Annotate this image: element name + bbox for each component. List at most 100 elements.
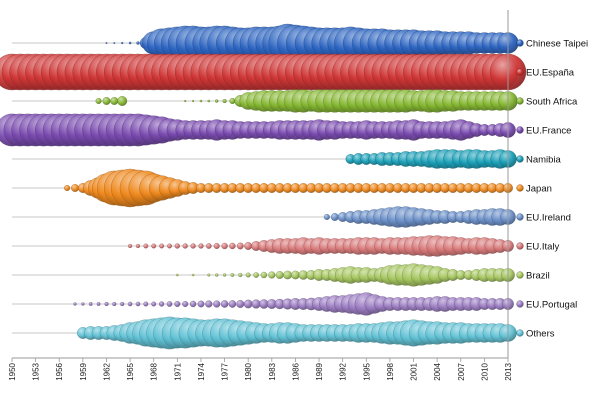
bubble-eu-italy-1975 (205, 243, 212, 249)
bubble-south-africa-1975 (207, 99, 211, 103)
x-tick-label-1983: 1983 (268, 362, 277, 380)
legend-label-others: Others (526, 329, 555, 340)
bubble-eu-portugal-1963 (112, 301, 117, 307)
legend: Chinese Taipei EU.España South Africa EU.Fr… (516, 39, 588, 340)
legend-marker-eu-portugal (516, 300, 524, 308)
legend-label-namibia: Namibia (526, 155, 562, 166)
x-tick-label-1950: 1950 (8, 362, 17, 380)
bubble-eu-italy-1977 (221, 242, 228, 250)
legend-item-namibia: Namibia (516, 155, 562, 166)
bubble-chinese-taipei-1965 (128, 41, 132, 45)
bubble-eu-portugal-1975 (205, 300, 213, 308)
bubble-brazil-1971 (176, 273, 179, 277)
bubble-eu-portugal-1979 (236, 300, 245, 308)
x-tick-label-1971: 1971 (173, 362, 182, 380)
legend-marker-others (516, 329, 524, 337)
x-tick-label-1962: 1962 (103, 362, 112, 380)
bubble-south-africa-1973 (192, 99, 195, 103)
legend-item-others: Others (516, 329, 555, 340)
bubble-eu-portugal-1964 (120, 301, 125, 307)
legend-label-eu-france: EU.France (526, 126, 571, 137)
legend-marker-south-africa (516, 97, 524, 105)
bubble-eu-portugal-1969 (158, 301, 165, 307)
bubble-eu-italy-1968 (151, 243, 157, 249)
x-tick-label-1992: 1992 (339, 362, 348, 380)
bubble-eu-ireland-1990 (323, 213, 330, 220)
bubble-eu-portugal-1976 (213, 300, 221, 308)
bubble-brazil-1973 (191, 273, 195, 277)
bubble-eu-portugal-1967 (143, 301, 149, 307)
legend-marker-brazil (516, 271, 524, 279)
bubble-eu-portugal-1973 (189, 300, 197, 308)
bubble-south-africa-1964 (117, 96, 128, 106)
bubble-brazil-1981 (253, 272, 259, 278)
bubble-south-africa-1977 (222, 98, 227, 104)
legend-item-eu-france: EU.France (516, 126, 571, 137)
bubble-eu-italy-1976 (213, 242, 220, 249)
legend-marker-japan (516, 184, 524, 192)
bubble-chinese-taipei-1963 (113, 42, 116, 44)
bubble-brazil-1976 (215, 273, 219, 277)
legend-marker-eu-ireland (516, 213, 524, 221)
x-tick-label-1986: 1986 (291, 362, 300, 380)
x-tick-label-2004: 2004 (433, 362, 442, 380)
legend-marker-eu-france (516, 126, 524, 134)
bubble-eu-portugal-1959 (81, 302, 85, 306)
bubble-marks (0, 23, 527, 350)
bubble-eu-italy-1966 (135, 243, 141, 249)
legend-item-south-africa: South Africa (516, 97, 578, 108)
bubble-eu-italy-1969 (159, 243, 165, 249)
bubble-south-africa-1962 (102, 97, 111, 105)
bubble-eu-portugal-1981 (251, 299, 261, 309)
bubble-chinese-taipei-1964 (121, 41, 124, 45)
bubble-eu-italy-1978 (229, 242, 236, 250)
x-axis-ticks: 1950 1953 1956 1959 1962 1965 1968 1971 1974 1977… (8, 358, 513, 381)
bubble-eu-italy-1979 (236, 242, 244, 250)
bubble-brazil-1982 (260, 271, 268, 279)
bubble-eu-portugal-1960 (88, 302, 93, 306)
bubble-eu-portugal-1974 (197, 300, 205, 308)
bubble-brazil-1985 (283, 270, 292, 280)
bubble-eu-portugal-1962 (104, 301, 109, 307)
bubble-eu-italy-1980 (244, 242, 253, 250)
x-tick-label-1989: 1989 (315, 362, 324, 380)
bubble-eu-italy-1972 (182, 243, 188, 249)
x-tick-label-1953: 1953 (32, 362, 41, 380)
legend-marker-eu-espa-a (516, 68, 524, 76)
bubble-eu-italy-1967 (143, 243, 149, 249)
bubble-brazil-1983 (268, 271, 276, 279)
bubble-south-africa-1978 (229, 98, 236, 105)
bubble-eu-portugal-1961 (96, 302, 101, 306)
x-tick-label-1956: 1956 (55, 362, 64, 380)
bubble-eu-portugal-1972 (182, 300, 189, 307)
legend-label-brazil: Brazil (526, 271, 550, 282)
x-tick-label-1974: 1974 (197, 362, 206, 380)
legend-item-brazil: Brazil (516, 271, 550, 282)
bubble-eu-italy-1973 (190, 243, 196, 249)
bubble-south-africa-1976 (215, 99, 219, 103)
bubble-brazil-1977 (222, 273, 227, 277)
x-tick-label-1965: 1965 (126, 362, 135, 380)
legend-label-chinese-taipei: Chinese Taipei (526, 39, 588, 50)
bubble-eu-italy-1970 (167, 243, 172, 249)
legend-marker-eu-italy (516, 242, 524, 250)
x-tick-label-1995: 1995 (362, 362, 371, 380)
legend-label-south-africa: South Africa (526, 97, 578, 108)
legend-item-eu-italy: EU.Italy (516, 242, 560, 253)
x-tick-label-2010: 2010 (480, 362, 489, 380)
bubble-chinese-taipei-1962 (105, 42, 108, 44)
x-tick-label-2001: 2001 (410, 362, 419, 380)
bubble-brazil-1980 (245, 272, 251, 278)
bubble-brazil-1975 (207, 273, 211, 277)
bubble-south-africa-1974 (199, 99, 203, 103)
bubble-eu-ireland-1991 (330, 213, 339, 221)
bubble-eu-portugal-1966 (135, 301, 141, 307)
legend-label-eu-espa-a: EU.España (526, 68, 575, 79)
bubble-eu-italy-1974 (198, 243, 204, 249)
x-tick-label-1980: 1980 (244, 362, 253, 380)
x-tick-label-1968: 1968 (150, 362, 159, 380)
legend-label-eu-italy: EU.Italy (526, 242, 560, 253)
legend-marker-namibia (516, 155, 524, 163)
legend-label-eu-portugal: EU.Portugal (526, 300, 577, 311)
